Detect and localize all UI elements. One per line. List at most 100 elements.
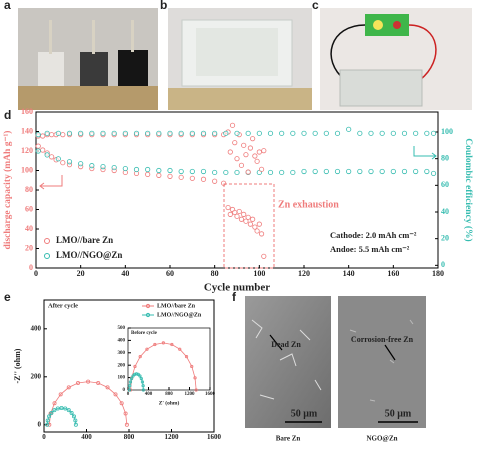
data-point	[161, 341, 165, 345]
scale-bar-label: 50 μm	[385, 408, 412, 419]
data-point	[368, 130, 374, 136]
panel-label: a	[4, 0, 11, 12]
y-tick-label: 160	[21, 107, 33, 116]
data-point	[290, 130, 296, 136]
x-tick-label: 1600	[207, 433, 222, 441]
data-point	[45, 422, 50, 427]
data-point	[145, 130, 151, 136]
y-tick-label: 400	[118, 339, 126, 344]
data-point	[258, 231, 265, 237]
data-point	[424, 130, 430, 136]
data-point	[413, 168, 419, 175]
y2-tick-label: 0	[441, 260, 445, 269]
y-tick-label: 100	[21, 165, 33, 174]
series-line	[46, 407, 77, 425]
photo-b	[168, 8, 312, 110]
data-point	[245, 130, 251, 136]
data-point	[73, 418, 78, 423]
y2-tick-label: 100	[441, 127, 453, 136]
y-tick-label: 0	[29, 263, 33, 272]
data-point	[66, 408, 71, 413]
data-point	[430, 130, 437, 136]
data-point	[60, 160, 66, 166]
y-axis-label: discharge capacity (mAh g⁻¹)	[2, 131, 13, 250]
data-point	[129, 376, 134, 381]
data-point	[279, 169, 285, 176]
y2-tick-label: 80	[441, 153, 449, 162]
data-point	[267, 130, 274, 136]
f-note: Dead Zn	[271, 340, 301, 349]
data-point	[55, 130, 61, 136]
data-point	[212, 130, 218, 136]
data-point	[379, 130, 385, 136]
data-point	[227, 211, 233, 217]
x-axis-label: Cycle number	[204, 282, 270, 294]
y-tick-label: 20	[25, 243, 33, 252]
data-point	[194, 388, 198, 392]
data-point	[430, 170, 437, 177]
data-point	[252, 153, 258, 159]
data-point	[119, 401, 124, 406]
y-tick-label: 0	[123, 388, 126, 393]
y-tick-label: 40	[25, 224, 33, 233]
series-line	[130, 342, 197, 391]
data-point	[200, 176, 207, 182]
data-point	[261, 148, 267, 154]
panel-label: d	[4, 108, 11, 122]
x-tick-label: 0	[34, 269, 38, 278]
data-point	[59, 405, 64, 410]
data-point	[247, 221, 253, 227]
data-point	[190, 364, 194, 369]
y2-tick-label: 20	[441, 233, 449, 242]
data-point	[229, 122, 236, 128]
panel-label: c	[312, 0, 319, 12]
exhaustion-box	[223, 183, 275, 269]
data-point	[256, 130, 262, 136]
y-tick-label: 120	[21, 146, 33, 155]
data-point	[141, 384, 145, 388]
data-point	[241, 211, 247, 217]
data-point	[78, 161, 84, 167]
data-point	[71, 414, 76, 419]
x-tick-label: 1600	[205, 392, 216, 397]
photo-a	[18, 8, 158, 110]
photo-c	[320, 8, 472, 110]
data-point	[111, 164, 117, 171]
data-point	[167, 167, 173, 174]
arrow	[413, 146, 437, 160]
y-tick-label: 0	[38, 420, 42, 428]
y2-axis-label: Coulombic efficiency (%)	[463, 138, 474, 241]
data-point	[40, 147, 46, 153]
x-tick-label: 400	[81, 433, 92, 441]
sem-images	[245, 296, 426, 428]
x-tick-label: 60	[166, 269, 174, 278]
data-point	[122, 165, 128, 172]
data-point	[212, 169, 218, 176]
data-point	[86, 379, 91, 384]
data-point	[45, 418, 50, 423]
legend-label: LMO//NGO@Zn	[56, 250, 122, 260]
chart-title: Before cycle	[131, 331, 158, 336]
chart-title: After cycle	[48, 302, 78, 309]
series-line	[129, 373, 144, 391]
data-point	[66, 385, 71, 390]
data-point	[401, 130, 408, 136]
data-point	[401, 168, 408, 175]
data-point	[258, 166, 265, 172]
data-point	[234, 213, 240, 219]
data-point	[145, 166, 151, 173]
data-point	[227, 149, 233, 155]
data-point	[261, 253, 267, 259]
data-point	[139, 376, 143, 381]
data-point	[290, 169, 296, 176]
data-point	[52, 408, 57, 413]
data-point	[241, 142, 247, 148]
data-point	[78, 130, 84, 136]
data-point	[66, 159, 73, 165]
data-point	[122, 130, 128, 136]
data-point	[357, 130, 363, 136]
data-point	[170, 342, 174, 347]
data-point	[200, 130, 207, 136]
data-point	[76, 381, 81, 386]
data-point	[379, 168, 385, 175]
